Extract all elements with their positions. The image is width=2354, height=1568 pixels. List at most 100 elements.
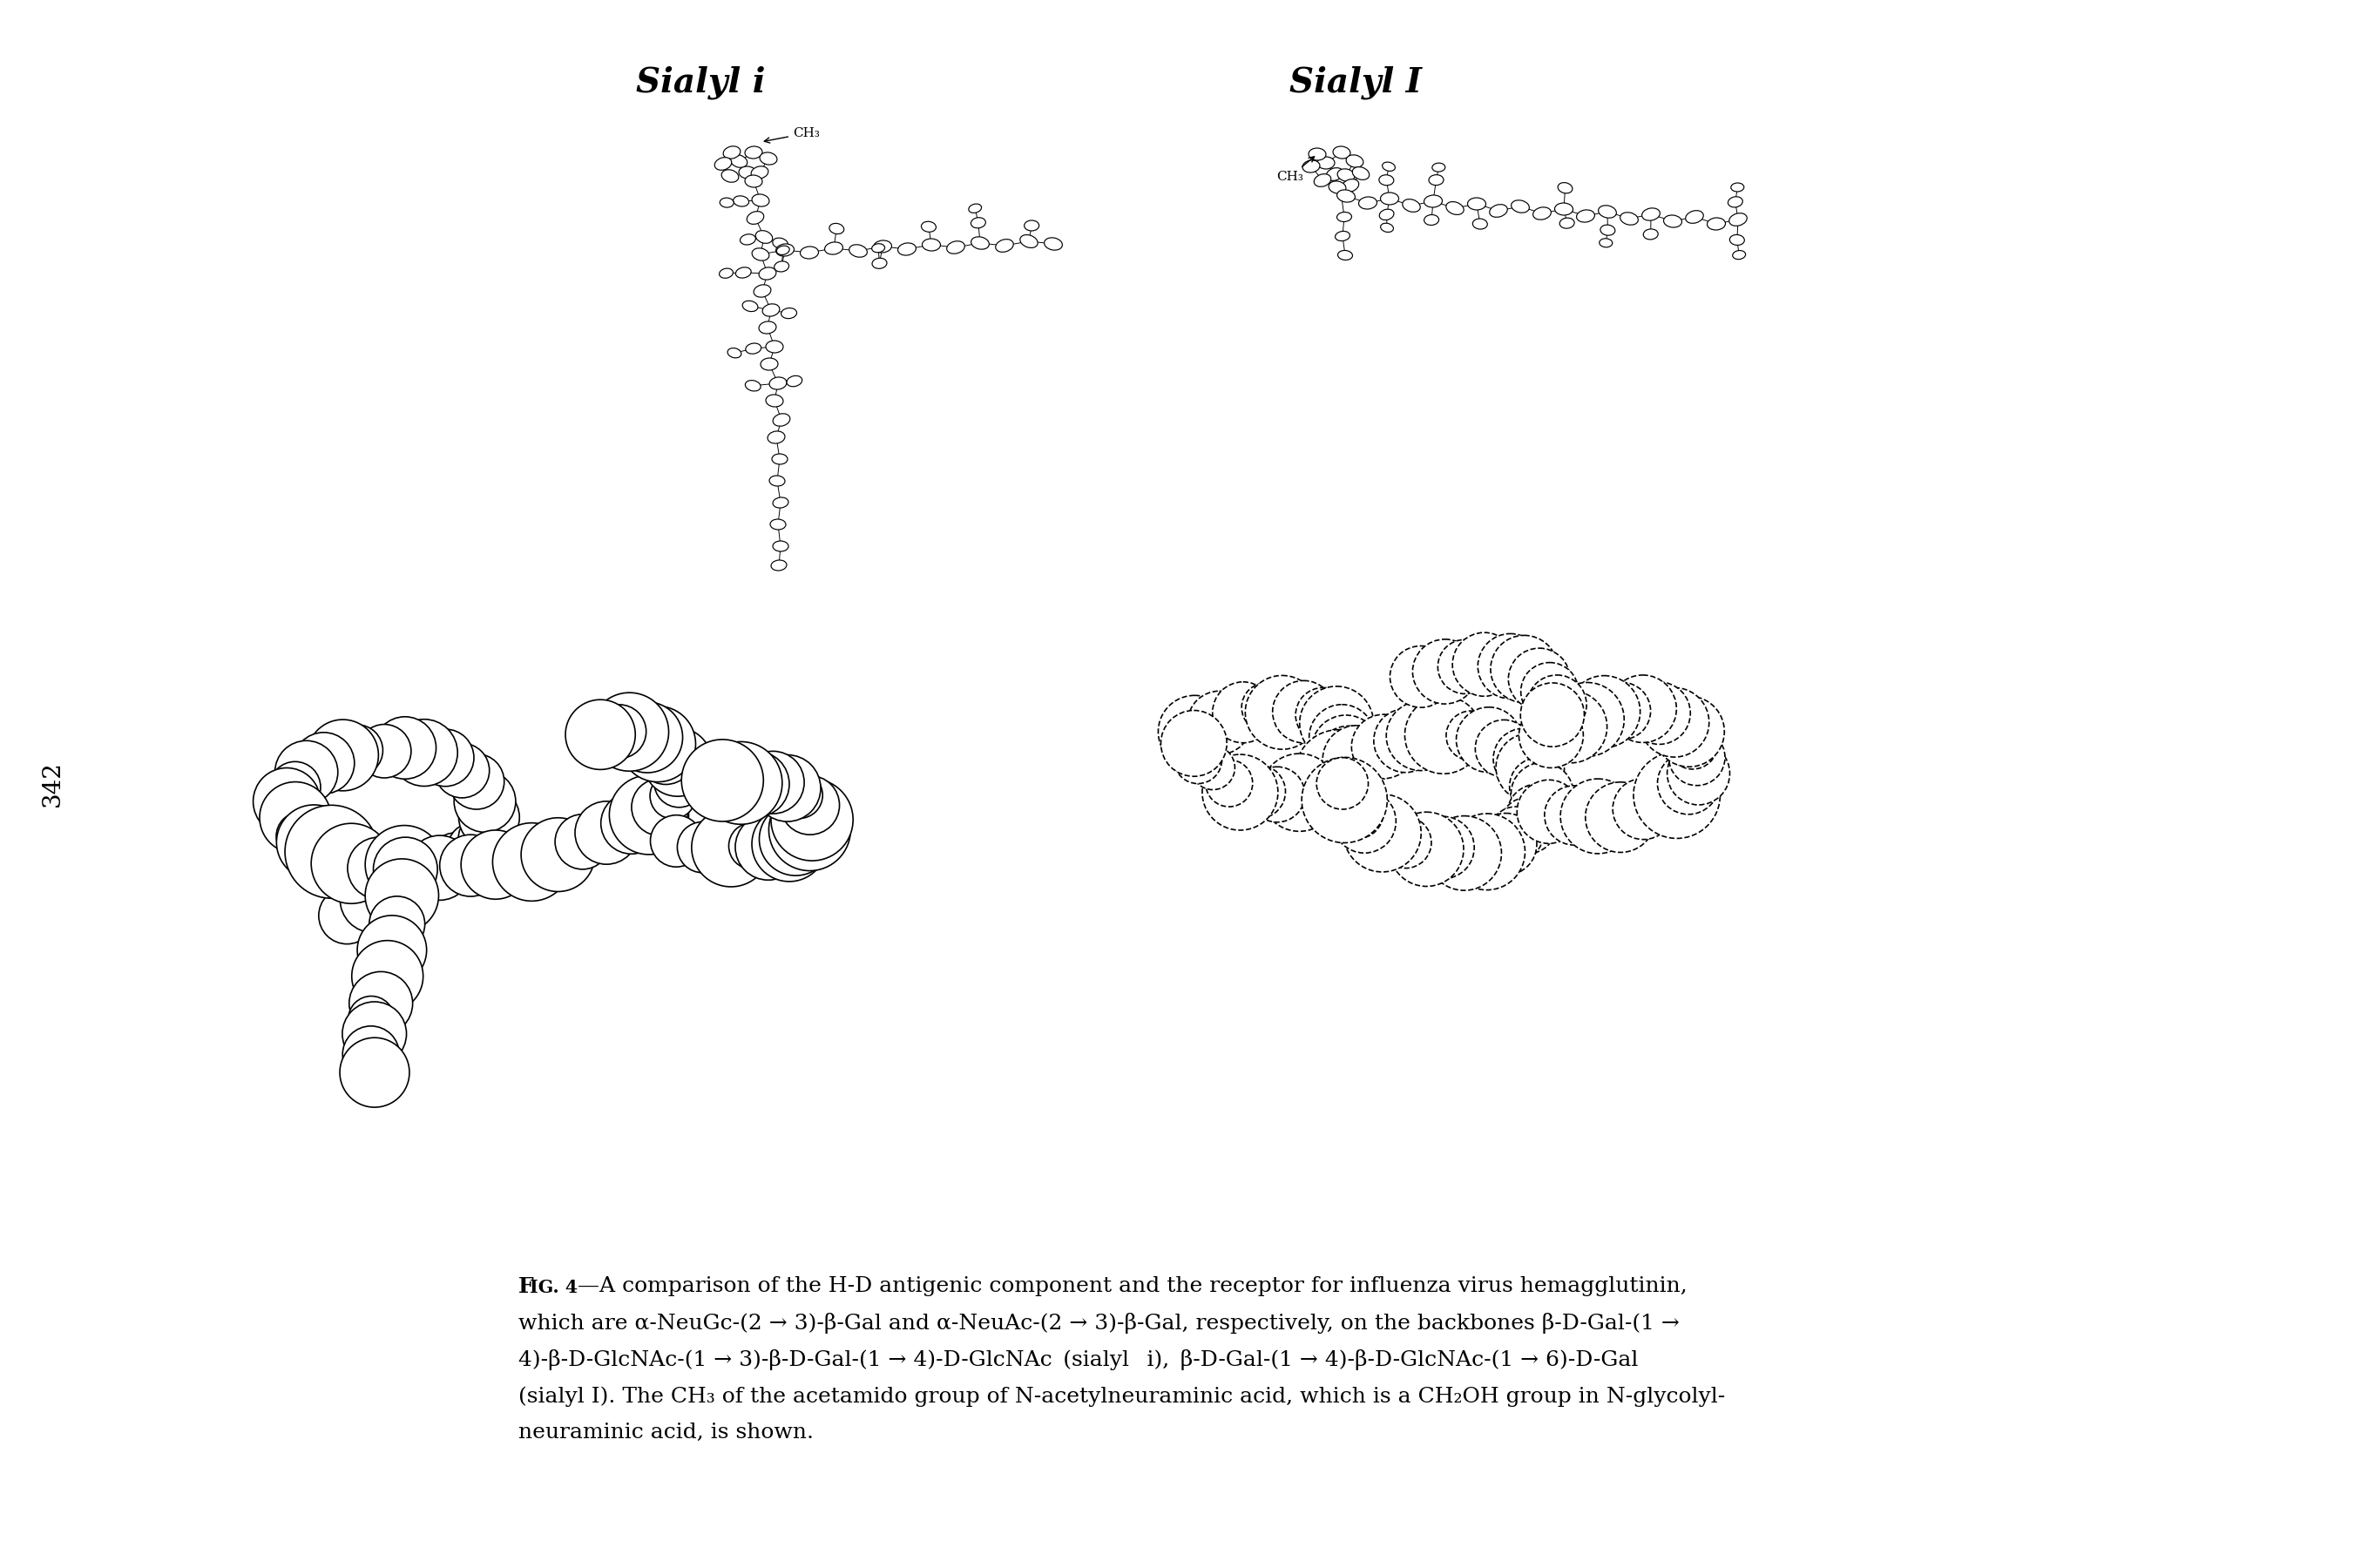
Circle shape bbox=[1231, 765, 1285, 818]
Ellipse shape bbox=[765, 395, 784, 406]
Ellipse shape bbox=[770, 519, 786, 530]
Text: CH₃: CH₃ bbox=[765, 127, 819, 143]
Circle shape bbox=[1299, 687, 1372, 760]
Circle shape bbox=[770, 789, 850, 870]
Ellipse shape bbox=[1730, 213, 1747, 226]
Ellipse shape bbox=[871, 259, 887, 268]
Text: neuraminic acid, is shown.: neuraminic acid, is shown. bbox=[518, 1422, 814, 1443]
Ellipse shape bbox=[946, 241, 965, 254]
Circle shape bbox=[1175, 735, 1222, 784]
Ellipse shape bbox=[730, 155, 746, 168]
Ellipse shape bbox=[1337, 251, 1354, 260]
Ellipse shape bbox=[746, 212, 763, 224]
Ellipse shape bbox=[1601, 224, 1615, 235]
Ellipse shape bbox=[1342, 179, 1358, 191]
Circle shape bbox=[450, 754, 504, 809]
Circle shape bbox=[1516, 779, 1580, 844]
Circle shape bbox=[1245, 676, 1318, 750]
Circle shape bbox=[1511, 762, 1572, 825]
Ellipse shape bbox=[1379, 176, 1394, 185]
Circle shape bbox=[454, 770, 516, 833]
Circle shape bbox=[1610, 676, 1676, 743]
Ellipse shape bbox=[772, 238, 789, 249]
Circle shape bbox=[459, 787, 520, 848]
Circle shape bbox=[1250, 767, 1304, 822]
Circle shape bbox=[365, 859, 438, 933]
Circle shape bbox=[650, 773, 697, 818]
Circle shape bbox=[407, 848, 454, 894]
Circle shape bbox=[318, 887, 374, 944]
Text: 4)-β-D-GlcNAc-(1 → 3)-β-D-Gal-(1 → 4)-D-GlcNAc (sialyl  i), β-D-Gal-(1 → 4)-β-D-: 4)-β-D-GlcNAc-(1 → 3)-β-D-Gal-(1 → 4)-D-… bbox=[518, 1350, 1638, 1370]
Circle shape bbox=[348, 837, 410, 898]
Circle shape bbox=[407, 836, 471, 900]
Circle shape bbox=[1161, 710, 1226, 776]
Circle shape bbox=[1478, 633, 1542, 699]
Circle shape bbox=[1490, 635, 1558, 702]
Ellipse shape bbox=[1045, 238, 1062, 251]
Circle shape bbox=[1669, 729, 1725, 786]
Circle shape bbox=[753, 754, 822, 822]
Circle shape bbox=[374, 837, 438, 902]
Ellipse shape bbox=[767, 431, 784, 444]
Ellipse shape bbox=[850, 245, 866, 257]
Circle shape bbox=[372, 848, 438, 914]
Circle shape bbox=[1667, 720, 1718, 770]
Ellipse shape bbox=[1730, 235, 1744, 245]
Circle shape bbox=[1584, 782, 1655, 853]
Circle shape bbox=[1330, 786, 1384, 839]
Ellipse shape bbox=[739, 166, 756, 179]
Circle shape bbox=[254, 768, 320, 836]
Ellipse shape bbox=[1733, 251, 1747, 259]
Circle shape bbox=[1389, 646, 1452, 707]
Ellipse shape bbox=[1019, 235, 1038, 248]
Ellipse shape bbox=[1328, 180, 1346, 193]
Ellipse shape bbox=[800, 246, 819, 259]
Ellipse shape bbox=[972, 237, 989, 249]
Ellipse shape bbox=[1424, 215, 1438, 226]
Ellipse shape bbox=[772, 414, 791, 426]
Circle shape bbox=[1655, 696, 1725, 767]
Circle shape bbox=[1612, 778, 1674, 839]
Circle shape bbox=[1387, 701, 1455, 770]
Ellipse shape bbox=[737, 267, 751, 278]
Circle shape bbox=[339, 1038, 410, 1107]
Circle shape bbox=[285, 806, 379, 898]
Text: which are α-NeuGc-(2 → 3)-β-Gal and α-NeuAc-(2 → 3)-β-Gal, respectively, on the : which are α-NeuGc-(2 → 3)-β-Gal and α-Ne… bbox=[518, 1312, 1678, 1334]
Circle shape bbox=[1594, 682, 1650, 740]
Circle shape bbox=[351, 941, 424, 1011]
Circle shape bbox=[619, 706, 697, 782]
Ellipse shape bbox=[1302, 160, 1321, 172]
Text: F: F bbox=[518, 1276, 534, 1297]
Circle shape bbox=[556, 814, 610, 869]
Ellipse shape bbox=[897, 243, 916, 256]
Ellipse shape bbox=[1445, 202, 1464, 215]
Circle shape bbox=[1448, 814, 1525, 891]
Circle shape bbox=[1295, 729, 1382, 817]
Circle shape bbox=[654, 757, 704, 808]
Ellipse shape bbox=[1403, 199, 1419, 212]
Circle shape bbox=[1189, 691, 1250, 754]
Ellipse shape bbox=[1358, 198, 1377, 209]
Ellipse shape bbox=[1532, 207, 1551, 220]
Circle shape bbox=[1295, 688, 1351, 743]
Circle shape bbox=[723, 751, 789, 817]
Ellipse shape bbox=[1561, 218, 1575, 229]
Circle shape bbox=[417, 729, 473, 786]
Circle shape bbox=[692, 808, 770, 887]
Ellipse shape bbox=[1337, 190, 1356, 202]
Circle shape bbox=[1568, 676, 1641, 748]
Ellipse shape bbox=[727, 348, 742, 358]
Ellipse shape bbox=[1707, 218, 1725, 230]
Ellipse shape bbox=[742, 301, 758, 312]
Ellipse shape bbox=[1379, 223, 1394, 232]
Ellipse shape bbox=[1511, 201, 1530, 213]
Ellipse shape bbox=[751, 166, 767, 179]
Ellipse shape bbox=[1379, 193, 1398, 205]
Circle shape bbox=[1535, 690, 1608, 764]
Circle shape bbox=[683, 740, 763, 822]
Ellipse shape bbox=[758, 321, 777, 334]
Circle shape bbox=[1521, 663, 1580, 720]
Ellipse shape bbox=[873, 240, 892, 252]
Circle shape bbox=[699, 742, 782, 825]
Circle shape bbox=[365, 825, 443, 903]
